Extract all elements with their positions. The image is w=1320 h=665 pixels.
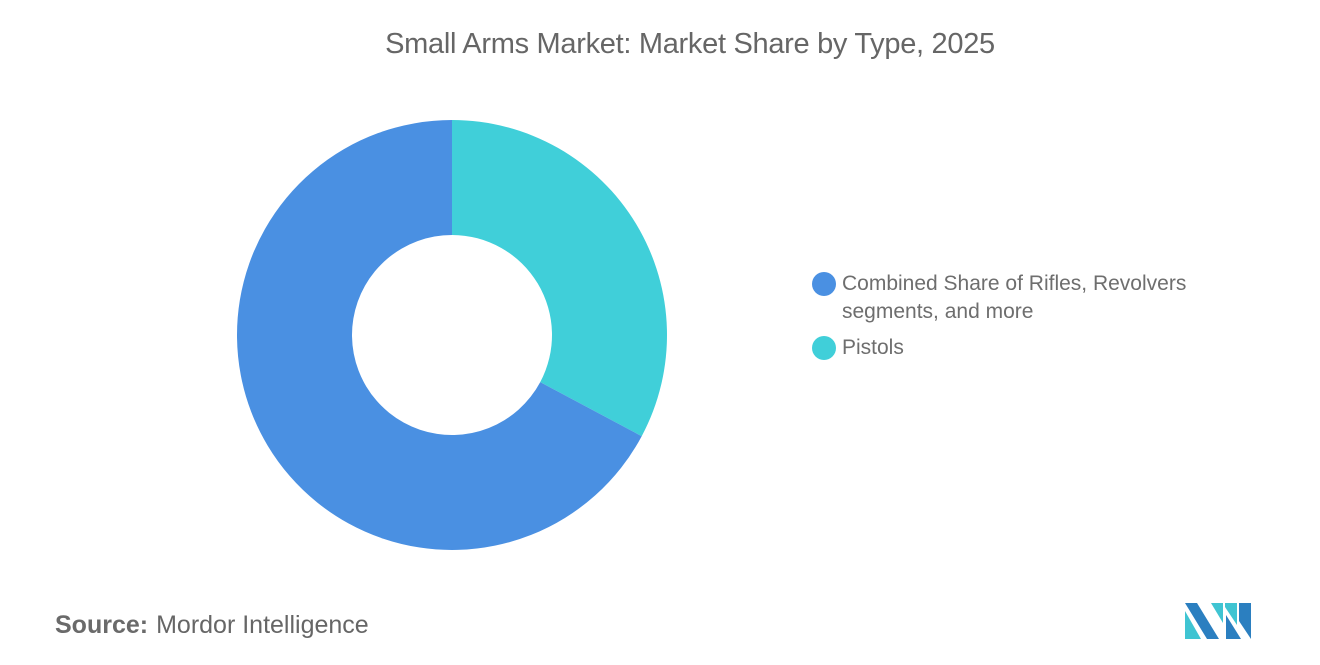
legend-item-pistols[interactable]: Pistols bbox=[812, 334, 1232, 362]
donut-slices bbox=[237, 120, 668, 551]
chart-title: Small Arms Market: Market Share by Type,… bbox=[385, 28, 995, 60]
legend: Combined Share of Rifles, Revolvers segm… bbox=[812, 270, 1232, 370]
legend-label: Pistols bbox=[842, 336, 904, 359]
mordor-intelligence-logo-icon bbox=[1185, 603, 1251, 639]
source-value: Mordor Intelligence bbox=[156, 611, 369, 639]
slice-combined[interactable] bbox=[237, 120, 642, 551]
legend-swatch-combined bbox=[812, 272, 836, 296]
slice-pistols[interactable] bbox=[452, 120, 668, 437]
legend-item-combined[interactable]: Combined Share of Rifles, Revolvers segm… bbox=[812, 270, 1232, 326]
source-note: Source: Mordor Intelligence bbox=[55, 611, 369, 640]
legend-label: Combined Share of Rifles, Revolvers segm… bbox=[842, 272, 1187, 323]
source-label: Source: bbox=[55, 611, 149, 639]
legend-swatch-pistols bbox=[812, 336, 836, 360]
